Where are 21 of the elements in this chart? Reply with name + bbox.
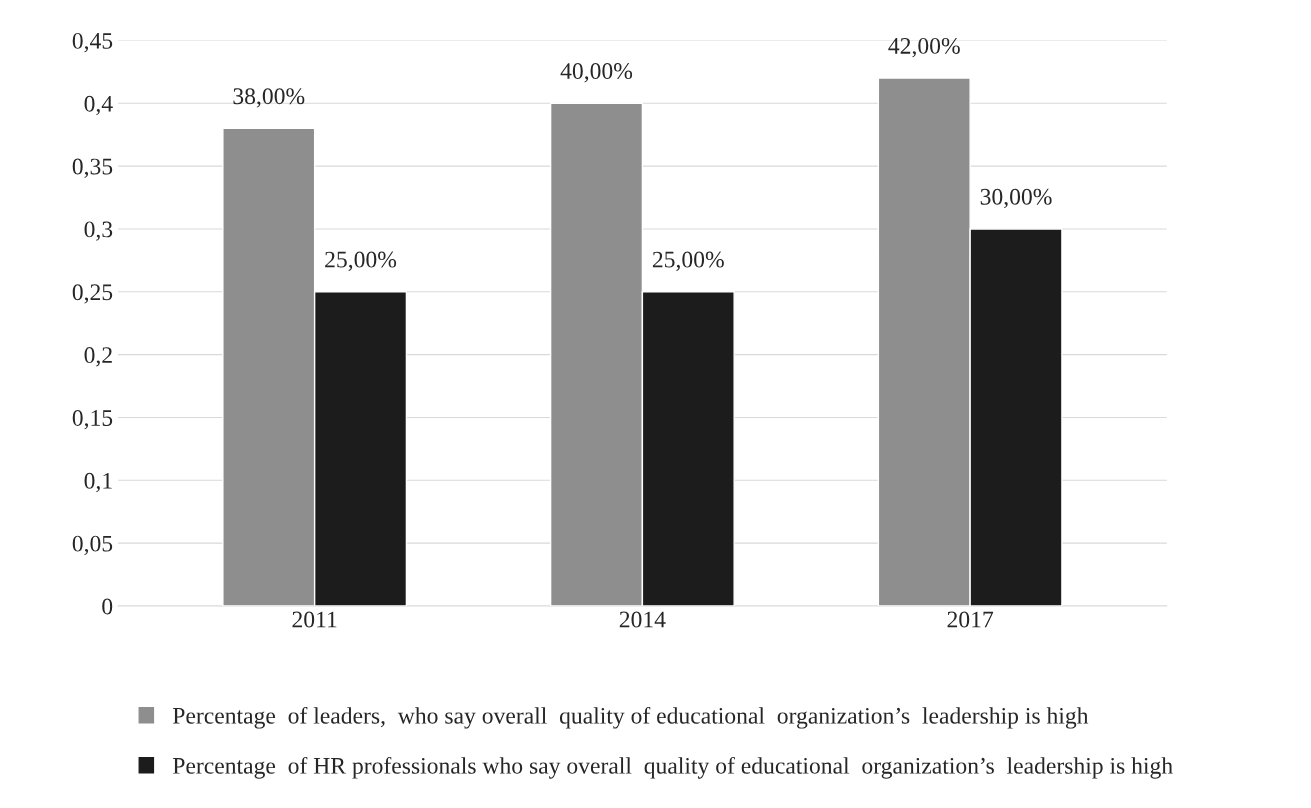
legend-label: Percentage of HR professionals who say overall quality of educational organization’s leadership is high [172, 756, 1173, 779]
data-label: 40,00% [560, 63, 633, 83]
y-tick-label: 0,45 [72, 32, 113, 53]
y-tick-label: 0,1 [84, 472, 112, 493]
x-tick-label: 2017 [947, 611, 994, 628]
y-tick-label: 0,15 [72, 409, 113, 430]
y-tick-label: 0,35 [72, 158, 113, 178]
y-tick-label: 0,3 [84, 221, 113, 241]
data-label: 25,00% [325, 251, 397, 271]
y-tick-label: 0,4 [84, 95, 113, 116]
y-tick-label: 0 [102, 598, 113, 615]
x-tick-label: 2011 [292, 611, 337, 628]
data-label: 30,00% [980, 188, 1052, 209]
data-label: 42,00% [888, 37, 960, 58]
y-tick-label: 0,2 [84, 347, 112, 367]
data-label: 25,00% [652, 251, 724, 271]
x-tick-label: 2014 [619, 611, 666, 628]
data-label: 38,00% [233, 88, 305, 108]
y-tick-label: 0,05 [72, 535, 113, 555]
y-tick-label: 0,25 [72, 284, 113, 304]
legend-label: Percentage of leaders, who say overall quality of educational organization’s leadership is high [172, 706, 1089, 729]
